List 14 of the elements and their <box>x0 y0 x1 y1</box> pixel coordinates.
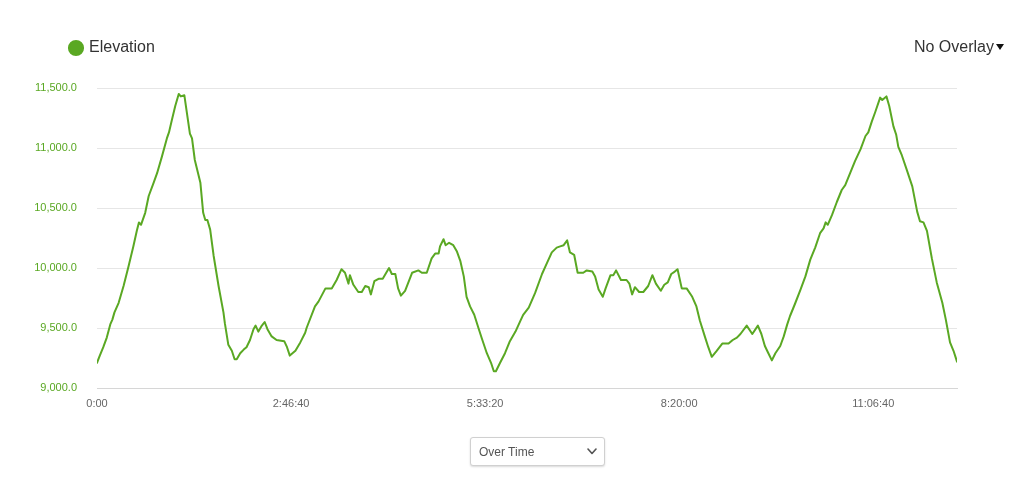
x-tick-label: 8:20:00 <box>660 396 698 409</box>
y-tick-label: 11,500.0 <box>34 81 77 94</box>
y-tick-label: 10,500.0 <box>34 201 77 214</box>
x-tick-label: 0:00 <box>86 396 108 409</box>
select-field[interactable]: Over Time <box>470 437 605 466</box>
x-tick-label: 5:33:20 <box>466 396 504 409</box>
dropdown[interactable]: No Overlay <box>913 37 1004 57</box>
x-tick-label: 2:46:40 <box>272 396 310 409</box>
y-tick-label: 11,000.0 <box>34 141 77 154</box>
legend-label: Elevation <box>89 38 155 56</box>
y-tick-label: 10,000.0 <box>34 261 77 274</box>
y-tick-label: 9,000.0 <box>40 381 77 394</box>
y-tick-label: 9,500.0 <box>40 321 77 334</box>
x-tick-label: 11:06:40 <box>852 396 895 409</box>
